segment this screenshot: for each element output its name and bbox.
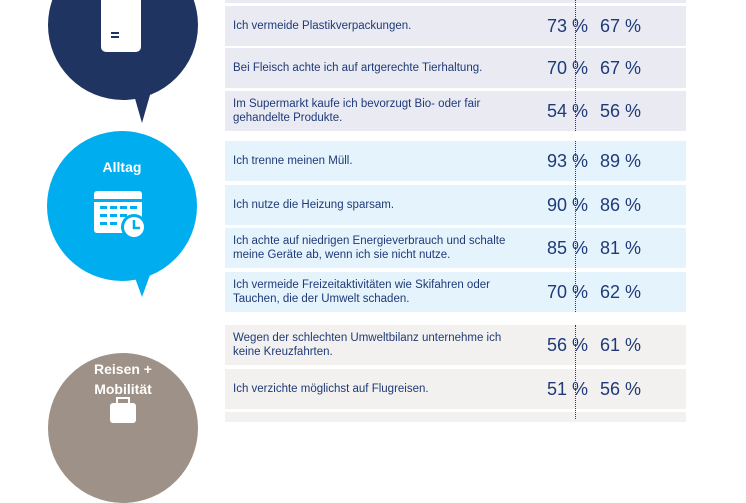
statement: Ich verzichte möglichst auf Flugreisen. — [233, 383, 429, 395]
table-row: Ich vermeide Plastikverpackungen. 73 % 67 … — [225, 6, 686, 46]
value-2: 62 % — [600, 281, 642, 302]
table-row: Ich trenne meinen Müll. 93 % 89 % — [225, 141, 686, 181]
calendar-clock-icon — [94, 191, 147, 240]
value-2: 56 % — [600, 378, 642, 399]
suitcase-icon — [110, 397, 136, 423]
category-bubble-alltag: Alltag — [47, 131, 197, 281]
value-2: 81 % — [600, 237, 642, 258]
divider — [575, 141, 576, 312]
statement: Ich vermeide Freizeitaktivitäten wie Ski… — [233, 279, 490, 305]
table-row — [225, 412, 686, 422]
category-bubble-reisen: Reisen + Mobilität — [48, 353, 198, 503]
table-row: Im Supermarkt kaufe ich bevorzugt Bio- o… — [225, 91, 686, 131]
divider — [575, 325, 576, 419]
statement: Wegen der schlechten Umweltbilanz untern… — [233, 332, 502, 358]
value-1: 93 % — [546, 150, 588, 171]
value-1: 70 % — [546, 57, 588, 78]
statement: Ich trenne meinen Müll. — [233, 155, 353, 167]
value-2: 67 % — [600, 57, 642, 78]
statement: Ich vermeide Plastikverpackungen. — [233, 20, 412, 32]
table-row: Wegen der schlechten Umweltbilanz untern… — [225, 325, 686, 365]
table-row: Ich achte auf niedrigen Energieverbrauch… — [225, 228, 686, 268]
value-1: 70 % — [546, 281, 588, 302]
category-title: Alltag — [102, 159, 142, 175]
table-row: Ich nutze die Heizung sparsam. 90 % 86 % — [225, 185, 686, 225]
bubble-tail — [134, 95, 150, 123]
bubble-tail — [134, 275, 150, 297]
divider — [575, 0, 576, 131]
value-1: 51 % — [546, 378, 588, 399]
value-1: 54 % — [546, 100, 588, 121]
value-2: 86 % — [600, 194, 642, 215]
value-2: 89 % — [600, 150, 642, 171]
table-row: Ich verzichte möglichst auf Flugreisen. 5… — [225, 369, 686, 409]
value-1: 73 % — [546, 15, 588, 36]
statement: Bei Fleisch achte ich auf artgerechte Ti… — [233, 62, 483, 74]
statement: Ich nutze die Heizung sparsam. — [233, 199, 395, 211]
value-2: 67 % — [600, 15, 642, 36]
value-2: 56 % — [600, 100, 642, 121]
statement: Ich achte auf niedrigen Energieverbrauch… — [233, 235, 506, 261]
category-title: Reisen + Mobilität — [94, 361, 152, 397]
value-1: 85 % — [546, 237, 588, 258]
statement: Im Supermarkt kaufe ich bevorzugt Bio- o… — [233, 98, 481, 124]
table-row — [225, 0, 686, 3]
shopping-bag-icon — [101, 0, 141, 52]
table-row: Bei Fleisch achte ich auf artgerechte Ti… — [225, 48, 686, 88]
value-2: 61 % — [600, 334, 642, 355]
value-1: 56 % — [546, 334, 588, 355]
value-1: 90 % — [546, 194, 588, 215]
table-row: Ich vermeide Freizeitaktivitäten wie Ski… — [225, 272, 686, 312]
